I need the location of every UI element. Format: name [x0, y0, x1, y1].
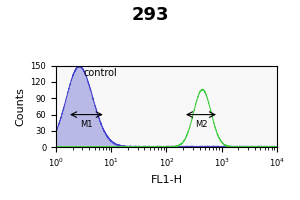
Y-axis label: Counts: Counts: [15, 87, 25, 126]
X-axis label: FL1-H: FL1-H: [151, 175, 182, 185]
Text: M2: M2: [195, 120, 207, 129]
Text: control: control: [84, 68, 117, 78]
Text: M1: M1: [80, 120, 93, 129]
Text: 293: 293: [131, 6, 169, 24]
